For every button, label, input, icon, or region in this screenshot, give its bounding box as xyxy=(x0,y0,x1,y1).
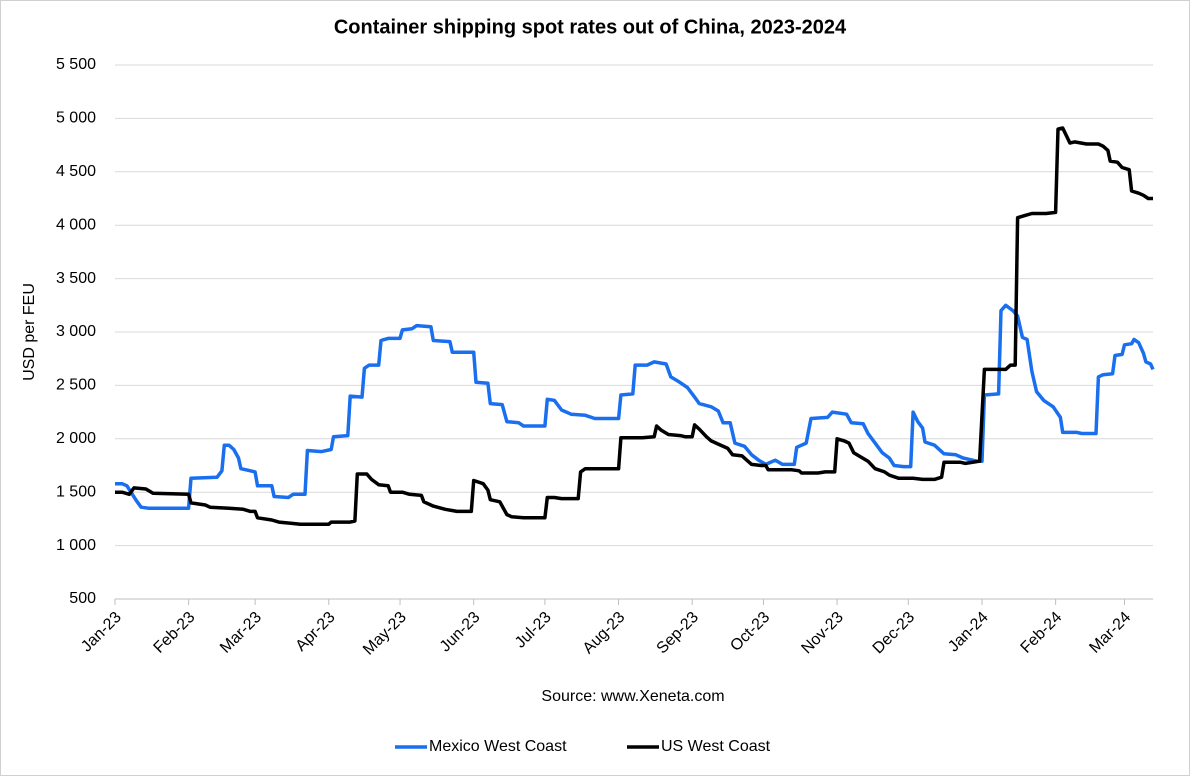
y-axis-label: USD per FEU xyxy=(21,283,38,381)
y-tick-label: 4 500 xyxy=(56,163,96,180)
y-tick-label: 1 500 xyxy=(56,483,96,500)
line-series xyxy=(115,303,1155,510)
y-tick-label: 3 000 xyxy=(56,323,96,340)
y-tick-label: 5 000 xyxy=(56,110,96,127)
y-tick-label: 1 000 xyxy=(56,537,96,554)
legend-label: Mexico West Coast xyxy=(429,738,567,755)
y-tick-label: 500 xyxy=(69,590,96,607)
source-note: Source: www.Xeneta.com xyxy=(541,688,724,705)
y-tick-label: 5 500 xyxy=(56,56,96,73)
legend-label: US West Coast xyxy=(661,738,771,755)
y-tick-label: 3 500 xyxy=(56,270,96,287)
y-tick-label: 2 000 xyxy=(56,430,96,447)
line-series xyxy=(115,126,1153,526)
y-tick-label: 2 500 xyxy=(56,377,96,394)
y-tick-label: 4 000 xyxy=(56,216,96,233)
chart-title: Container shipping spot rates out of Chi… xyxy=(334,16,847,38)
